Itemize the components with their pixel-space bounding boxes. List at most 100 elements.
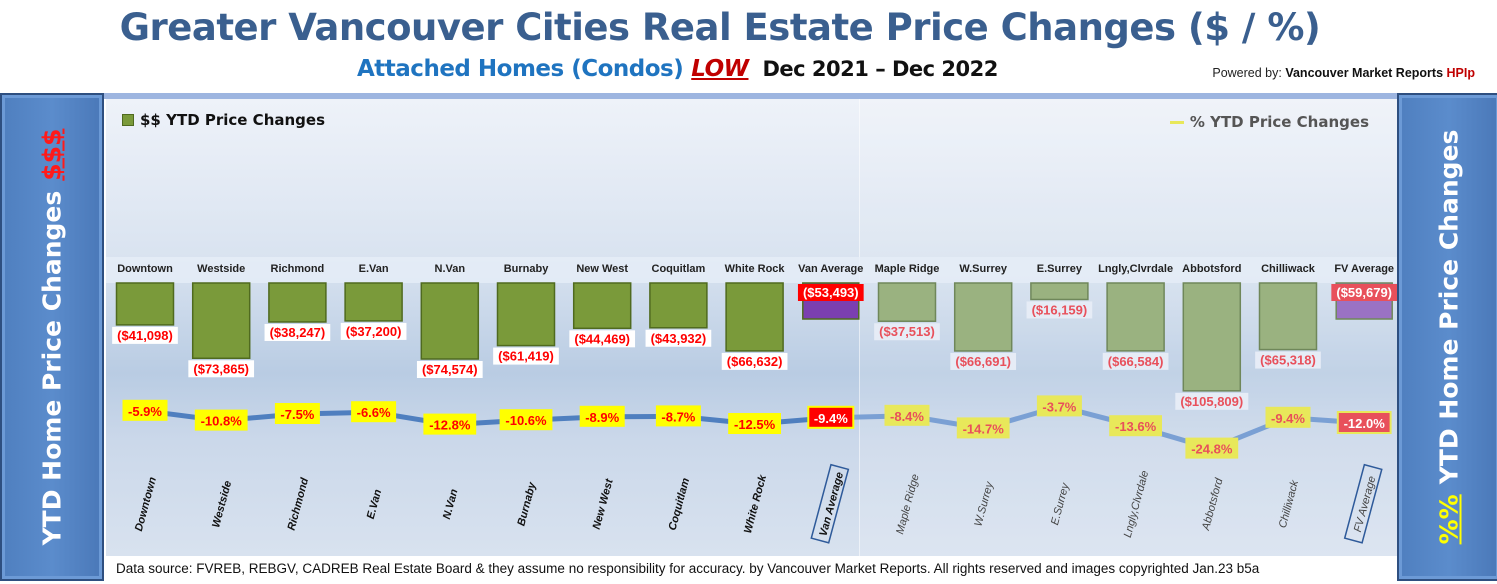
average-label-box xyxy=(810,463,850,544)
bar-label-bg xyxy=(1102,352,1169,370)
bar-label-bg xyxy=(493,347,559,365)
category-label-bottom: Maple Ridge xyxy=(894,473,922,536)
category-label-bottom: Westside xyxy=(210,479,234,529)
category-label-top: Chilliwack xyxy=(1261,263,1316,275)
bar-label: ($37,200) xyxy=(346,324,402,339)
bar-label: ($66,691) xyxy=(955,354,1011,369)
bar-label-bg xyxy=(1255,351,1321,369)
left-banner-accent: $$$ xyxy=(37,128,67,181)
percent-label-bg xyxy=(807,405,855,429)
percent-label: -10.6% xyxy=(505,413,547,428)
bar-label: ($65,318) xyxy=(1260,353,1316,368)
category-label-bottom: E.Van xyxy=(365,488,384,521)
category-label-bottom: Van Average xyxy=(817,471,846,538)
category-label-bottom-group: Burnaby xyxy=(515,480,538,527)
powered-by: Powered by: Vancouver Market Reports HPI… xyxy=(1212,66,1475,80)
bar xyxy=(877,282,937,322)
bar-label: ($59,679) xyxy=(1336,285,1392,300)
bar-label: ($44,469) xyxy=(574,331,630,346)
left-axis-banner: YTD Home Price Changes $$$ xyxy=(0,93,104,581)
percent-label-bg xyxy=(1265,406,1311,428)
right-axis-banner: %% YTD Home Price Changes xyxy=(1397,93,1497,581)
left-banner-text: YTD Home Price Changes xyxy=(37,190,67,546)
percent-label-bg xyxy=(655,405,701,427)
chart-subtitle: Attached Homes (Condos) LOW Dec 2021 – Dec… xyxy=(357,56,998,82)
chart-title: Greater Vancouver Cities Real Estate Pri… xyxy=(119,6,1321,49)
percent-label: -8.7% xyxy=(661,409,695,424)
category-label-bottom: N.Van xyxy=(441,488,461,521)
category-label-bottom-group: Coquitlam xyxy=(667,477,693,532)
percent-label: -5.9% xyxy=(128,404,162,419)
category-label-top: Maple Ridge xyxy=(875,263,940,275)
category-label-bottom-group: Richmond xyxy=(286,476,312,531)
bar-label: ($38,247) xyxy=(270,325,326,340)
percent-label-bg xyxy=(1109,415,1162,437)
bar-label: ($105,809) xyxy=(1180,394,1243,409)
bar-label: ($37,513) xyxy=(879,324,935,339)
bar xyxy=(268,282,327,323)
bar xyxy=(115,282,175,326)
category-label-bottom-group: Downtown xyxy=(133,476,159,533)
bar-label: ($74,574) xyxy=(422,362,478,377)
bar-label: ($41,098) xyxy=(117,328,173,343)
bar-label: ($66,632) xyxy=(727,354,783,369)
bar-label-bg xyxy=(264,323,331,341)
category-label-bottom-group: Maple Ridge xyxy=(894,473,922,536)
bar-label-bg xyxy=(1331,284,1397,301)
bar-label-bg xyxy=(1026,301,1093,319)
category-label-bottom: New West xyxy=(591,476,616,530)
bar-label: ($66,584) xyxy=(1108,354,1164,369)
powered-hpi: HPIp xyxy=(1446,66,1475,80)
percent-label-bg xyxy=(351,401,397,423)
percent-label: -12.0% xyxy=(1344,416,1386,431)
right-banner-accent: %% xyxy=(1434,494,1464,545)
percent-label: -12.8% xyxy=(429,418,471,433)
bar xyxy=(420,282,480,360)
category-label-top: N.Van xyxy=(435,263,466,275)
percent-label-bg xyxy=(122,399,168,421)
category-label-bottom-group: New West xyxy=(591,476,616,530)
powered-name: Vancouver Market Reports xyxy=(1285,66,1444,80)
category-label-top: Richmond xyxy=(271,263,325,275)
bar xyxy=(649,282,708,329)
bar-label-bg xyxy=(569,330,636,348)
category-label-top: White Rock xyxy=(725,263,786,275)
bar-label: ($16,159) xyxy=(1032,302,1088,317)
category-label-top: Burnaby xyxy=(504,263,550,275)
bar xyxy=(725,282,784,352)
bar xyxy=(1030,282,1089,301)
bar xyxy=(953,282,1013,352)
percent-label: -8.9% xyxy=(585,410,619,425)
category-label-bottom: White Rock xyxy=(742,473,769,535)
category-label-bottom-group: Lngly,Clvrdale xyxy=(1122,469,1151,539)
category-label-top: E.Van xyxy=(359,263,389,275)
percent-label-bg xyxy=(579,405,625,427)
percent-label: -9.4% xyxy=(1271,411,1305,426)
percent-label-bg xyxy=(194,409,248,431)
subtitle-period: Dec 2021 – Dec 2022 xyxy=(762,57,999,81)
bar xyxy=(496,282,556,347)
percent-label-bg xyxy=(728,413,781,434)
category-label-bottom: W.Surrey xyxy=(972,479,996,527)
category-label-bottom-group: Chilliwack xyxy=(1277,479,1301,530)
right-banner-text: YTD Home Price Changes xyxy=(1434,129,1464,485)
category-label-bottom: E.Surrey xyxy=(1049,481,1072,527)
category-label-bottom-group: Westside xyxy=(210,479,234,529)
category-label-top: FV Average xyxy=(1334,263,1394,275)
bar-label-bg xyxy=(1175,392,1249,410)
bar xyxy=(572,282,632,330)
legend-bar-swatch xyxy=(122,114,134,126)
category-label-bottom: Burnaby xyxy=(515,480,538,527)
bar-label-bg xyxy=(416,361,483,378)
percent-label: -7.5% xyxy=(280,407,314,422)
percent-label-bg xyxy=(956,417,1010,439)
category-label-bottom-group: E.Surrey xyxy=(1049,481,1072,527)
percent-label-bg xyxy=(499,409,553,431)
legend-line-swatch xyxy=(1169,120,1184,124)
legend-line-label: % YTD Price Changes xyxy=(1189,113,1369,131)
bar-label: ($53,493) xyxy=(803,285,859,300)
percent-label: -9.4% xyxy=(814,411,848,426)
category-label-top: Van Average xyxy=(798,263,863,275)
bar-label-bg xyxy=(645,329,712,347)
category-label-top: W.Surrey xyxy=(959,263,1008,275)
